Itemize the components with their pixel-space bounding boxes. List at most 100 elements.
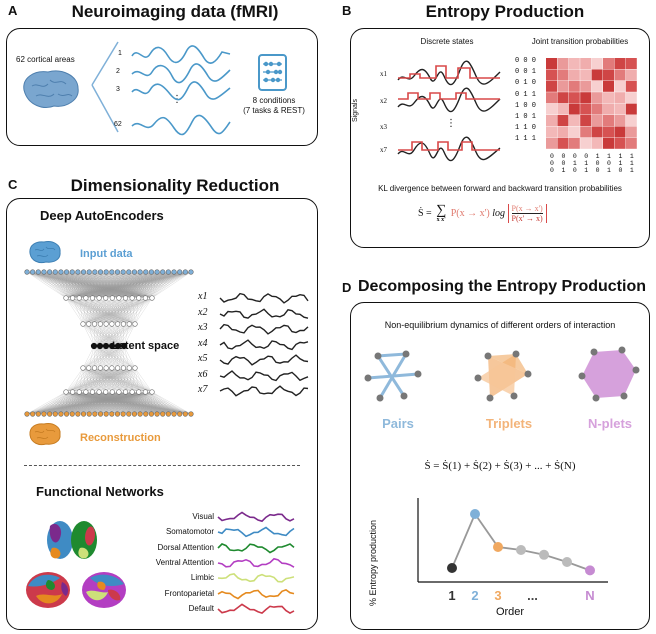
- ae-node: [154, 269, 160, 275]
- matrix-cell: [614, 103, 626, 115]
- reconstruction-brain-icon: [29, 423, 61, 446]
- ae-edge: [82, 367, 100, 393]
- binary-row-label: 0 1 1: [515, 90, 537, 99]
- ae-edge: [106, 367, 120, 393]
- formula-lhs: Ṡ =: [418, 207, 432, 219]
- matrix-cell: [614, 115, 626, 126]
- ae-edge: [112, 367, 136, 393]
- latent-var-signal: [219, 292, 309, 304]
- binary-row-labels: 0 0 0 0 0 1 0 1 0 0 1 1 1 0 0 1 0 1 1 1 0 1 1 1: [515, 56, 536, 146]
- ae-node: [160, 411, 166, 417]
- ae-edge: [26, 391, 100, 415]
- ae-edge: [72, 367, 136, 393]
- matrix-cell: [557, 103, 569, 115]
- ae-node: [97, 365, 103, 371]
- ae-edge: [106, 297, 139, 325]
- latent-node: [90, 342, 98, 350]
- ae-edge: [100, 367, 120, 393]
- ae-node: [160, 269, 166, 275]
- ae-edge: [82, 297, 119, 325]
- matrix-cell: [546, 115, 557, 126]
- ae-edge: [123, 345, 125, 369]
- ae-node: [69, 411, 75, 417]
- panel-d-title: Decomposing the Entropy Production: [357, 278, 646, 295]
- ae-node: [89, 295, 96, 301]
- ae-edge: [92, 367, 107, 393]
- ae-edge: [134, 297, 139, 325]
- ae-edge: [98, 297, 124, 325]
- ae-edge: [98, 297, 107, 325]
- order-tick-label: N: [585, 588, 595, 603]
- ae-node: [96, 295, 102, 301]
- ae-edge: [111, 297, 120, 325]
- ae-edge: [105, 297, 118, 325]
- ae-edge: [72, 367, 107, 393]
- ae-edge: [65, 271, 169, 299]
- ae-edge: [38, 271, 86, 299]
- ae-node: [35, 411, 41, 417]
- ae-edge: [26, 391, 80, 415]
- ae-edge: [94, 297, 133, 325]
- formula-frac-den: P(x' → x): [511, 214, 543, 223]
- discrete-signals: [397, 60, 501, 162]
- autoencoder-title: Deep AutoEncoders: [40, 208, 164, 223]
- binary-row-label: 1 1 0: [515, 124, 537, 133]
- ae-edge: [88, 367, 93, 393]
- ae-node: [89, 389, 96, 395]
- ae-edge: [65, 367, 89, 393]
- discrete-states-title: Discrete states: [420, 37, 474, 46]
- ae-node: [86, 269, 92, 275]
- ae-edge: [132, 367, 136, 393]
- ae-edge: [72, 297, 112, 325]
- ae-edge: [72, 297, 118, 325]
- ae-node: [137, 269, 143, 275]
- ae-edge: [79, 367, 118, 393]
- matrix-cell: [557, 137, 569, 149]
- ae-edge: [82, 345, 125, 369]
- ae-edge: [26, 391, 93, 415]
- ae-edge: [94, 297, 146, 325]
- ae-node: [47, 269, 53, 275]
- ae-edge: [49, 391, 153, 415]
- ae-edge: [85, 367, 136, 393]
- ae-edge: [125, 297, 130, 325]
- ae-node: [115, 321, 121, 327]
- ae-node: [114, 411, 121, 417]
- ae-edge: [65, 367, 112, 393]
- ae-edge: [88, 367, 106, 393]
- matrix-cell: [603, 103, 614, 115]
- ae-edge: [100, 297, 139, 325]
- ae-node: [47, 411, 53, 417]
- ae-edge: [94, 367, 120, 393]
- ae-edge: [118, 297, 136, 325]
- latent-var-label: x1: [198, 291, 208, 302]
- ae-node: [132, 321, 138, 327]
- decomposition-formula: Ṡ = Ṡ(1) + Ṡ(2) + Ṡ(3) + ... + Ṡ(N): [424, 460, 576, 472]
- ae-node: [103, 295, 109, 301]
- ae-edge: [98, 367, 112, 393]
- ae-edge: [79, 297, 101, 325]
- latent-var-signal: [219, 385, 309, 397]
- functional-networks-title: Functional Networks: [36, 484, 164, 499]
- ae-edge: [94, 345, 125, 369]
- ae-node: [96, 389, 102, 395]
- ae-edge: [111, 391, 153, 415]
- latent-var-signal: [219, 323, 309, 335]
- ae-edge: [55, 271, 67, 299]
- ae-edge: [88, 323, 95, 347]
- ae-edge: [105, 297, 124, 325]
- ae-edge: [32, 271, 80, 299]
- ae-edge: [72, 367, 112, 393]
- ae-edge: [88, 297, 100, 325]
- ae-edge: [43, 271, 67, 299]
- ae-node: [75, 269, 81, 275]
- ae-edge: [43, 271, 80, 299]
- ae-edge: [85, 367, 130, 393]
- matrix-cell: [580, 115, 592, 126]
- matrix-cell: [614, 80, 626, 92]
- ae-edge: [100, 297, 133, 325]
- entropy-point: [562, 557, 572, 567]
- matrix-cell: [568, 80, 580, 92]
